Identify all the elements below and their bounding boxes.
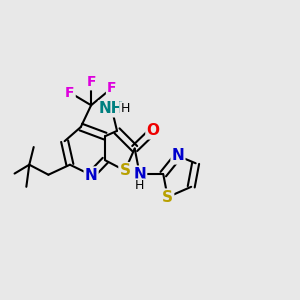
- Text: S: S: [119, 163, 130, 178]
- Text: N: N: [133, 167, 146, 182]
- Text: S: S: [162, 190, 173, 205]
- Text: F: F: [65, 85, 75, 100]
- Text: N: N: [172, 148, 184, 164]
- Text: O: O: [146, 123, 159, 138]
- Text: H: H: [120, 102, 130, 115]
- Text: F: F: [107, 81, 116, 95]
- Text: F: F: [86, 75, 96, 89]
- Text: H: H: [135, 179, 144, 192]
- Text: NH: NH: [99, 101, 124, 116]
- Text: N: N: [85, 167, 98, 182]
